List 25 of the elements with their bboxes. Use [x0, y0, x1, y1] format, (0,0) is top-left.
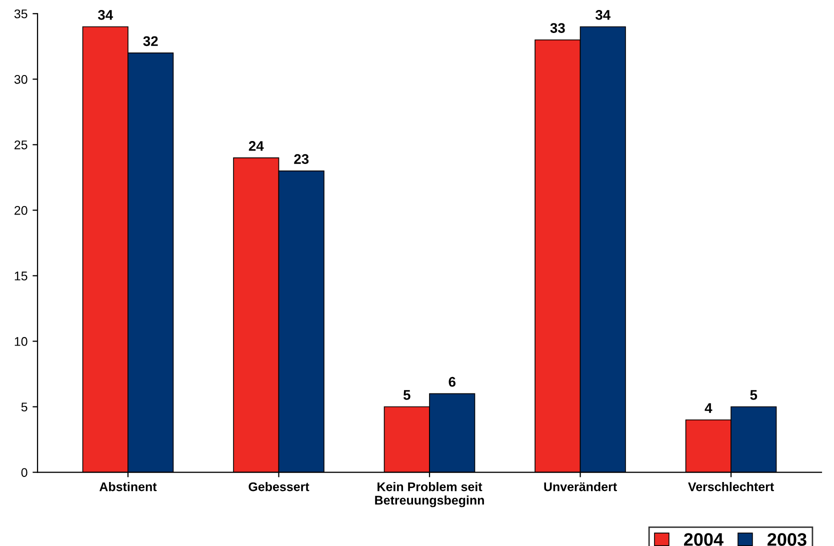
x-tick-label: Verschlechtert	[688, 482, 774, 492]
data-label: 5	[750, 390, 758, 400]
data-label: 4	[704, 403, 712, 413]
y-tick-label: 25	[14, 140, 28, 150]
y-tick-label: 20	[14, 206, 28, 215]
y-tick-label: 30	[14, 74, 28, 84]
data-label: 24	[248, 141, 264, 151]
y-tick-label: 35	[14, 9, 28, 18]
y-tick-label: 5	[21, 402, 28, 412]
x-tick-label: Abstinent	[99, 482, 157, 492]
data-label: 34	[98, 10, 114, 20]
data-label: 6	[448, 376, 456, 387]
y-tick-label: 0	[21, 468, 28, 477]
data-label: 32	[143, 36, 158, 46]
x-tick-label: Gebessert	[248, 482, 310, 492]
data-label: 5	[403, 390, 410, 400]
y-tick-label: 15	[14, 272, 28, 280]
x-tick-label: Kein Problem seit Betreuungsbeginn	[375, 482, 484, 508]
legend-label: 2004	[684, 533, 724, 546]
data-label: 33	[550, 23, 565, 33]
y-tick-label: 10	[14, 337, 28, 346]
legend-label: 2003	[768, 533, 806, 546]
data-label: 34	[595, 10, 611, 20]
data-label: 23	[294, 154, 309, 164]
x-tick-label: Unverändert	[544, 482, 617, 492]
